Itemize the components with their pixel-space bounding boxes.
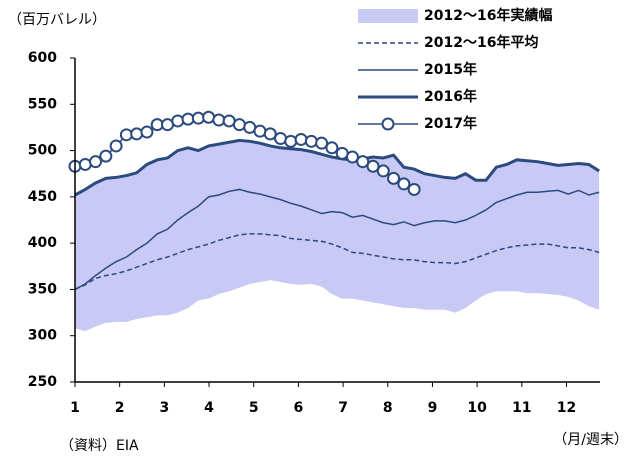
series-line [74,138,600,197]
source-note: （資料）EIA [60,438,139,454]
legend-label: 2015年 [424,61,477,78]
legend-label: 2012〜16年平均 [424,34,538,51]
data-point [99,149,113,163]
data-point [387,171,401,185]
legend-label: 2017年 [424,115,477,132]
legend-marker [381,117,395,131]
data-point [284,134,298,148]
legend-label: 2012〜16年実績幅 [424,7,552,24]
data-point [407,182,421,196]
series-line [74,188,600,291]
data-point [304,134,318,148]
series-line [74,233,600,291]
x-axis-label: （月/週末） [553,432,628,448]
data-point [376,164,390,178]
x-tick-label: 5 [249,400,259,416]
y-tick-label: 600 [28,50,57,66]
y-tick-label: 300 [28,328,57,344]
x-tick-label: 8 [383,400,393,416]
data-point [89,155,103,169]
data-point [294,132,308,146]
data-point [366,159,380,173]
data-point [140,125,154,139]
data-point [202,110,216,124]
data-point [325,141,339,155]
data-point [263,127,277,141]
legend-swatch [358,9,418,23]
x-tick-label: 10 [467,400,487,416]
data-point [109,139,123,153]
data-point [315,136,329,150]
x-tick-label: 6 [294,400,304,416]
data-point [78,157,92,171]
data-point [130,127,144,141]
y-tick-label: 400 [28,235,57,251]
data-point [171,114,185,128]
x-tick-label: 9 [428,400,438,416]
data-point [397,177,411,191]
x-tick-label: 3 [159,400,169,416]
x-tick-label: 7 [338,400,348,416]
y-tick-label: 450 [28,189,57,205]
x-tick-label: 4 [204,400,214,416]
data-point [253,124,267,138]
y-tick-label: 250 [28,374,57,390]
x-tick-label: 11 [512,400,531,416]
data-point [274,132,288,146]
y-tick-label: 350 [28,281,57,297]
data-point [345,150,359,164]
x-tick-label: 1 [70,400,80,416]
y-tick-label: 550 [28,96,57,112]
x-tick-label: 2 [115,400,125,416]
legend-label: 2016年 [424,88,477,105]
x-tick-label: 12 [557,400,576,416]
y-tick-label: 500 [28,143,57,159]
range-band [75,140,600,332]
data-point [232,118,246,132]
data-point [356,155,370,169]
y-axis-label: （百万バレル） [8,12,106,28]
